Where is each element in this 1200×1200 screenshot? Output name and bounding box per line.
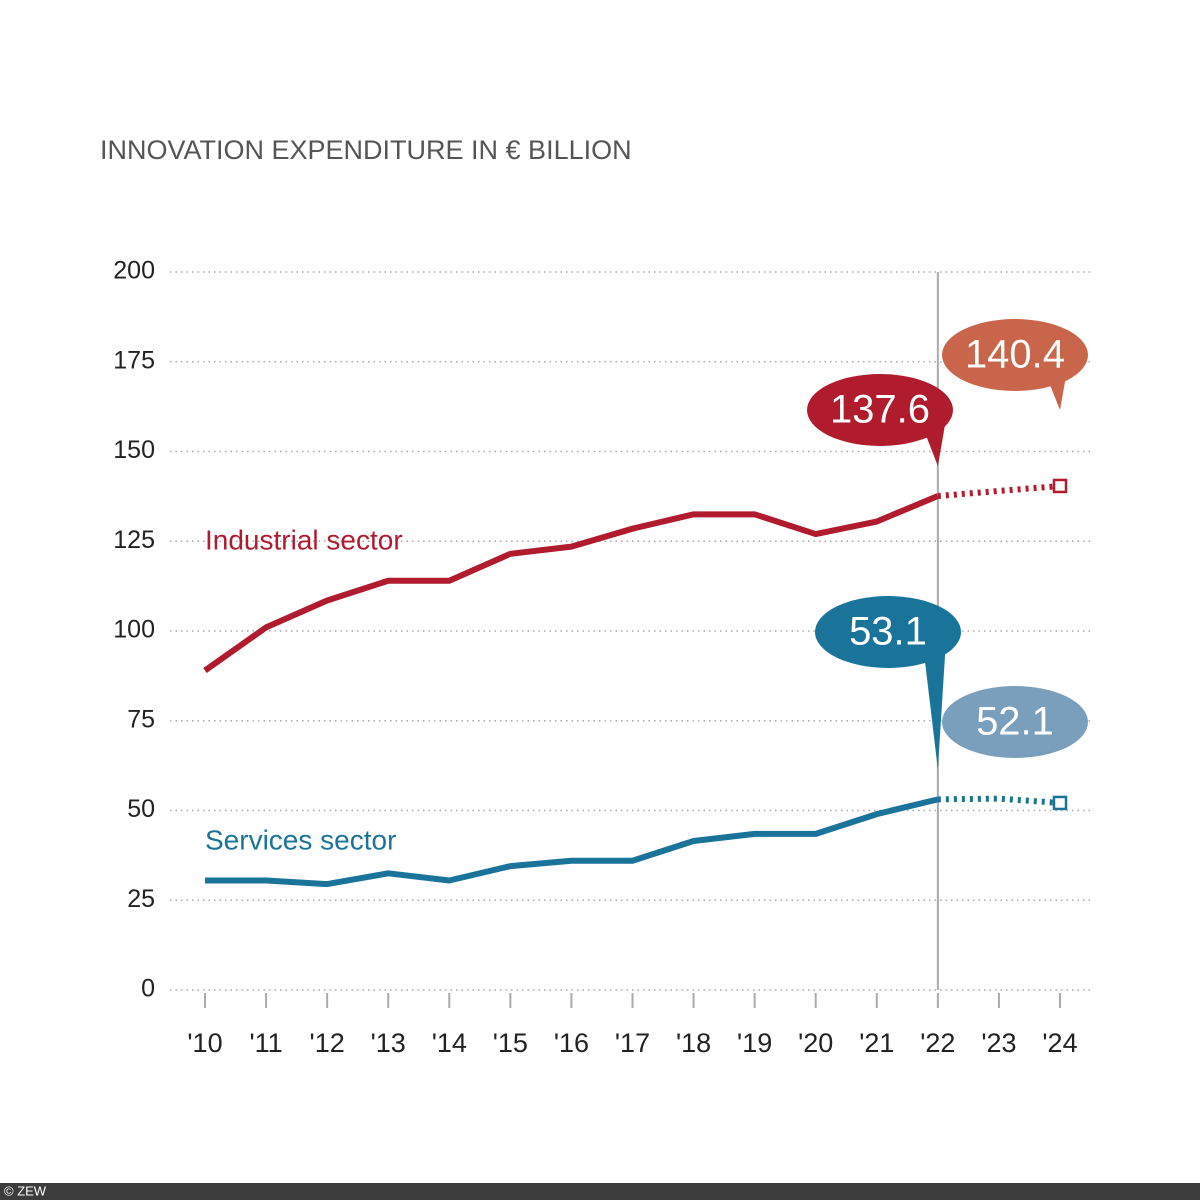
y-tick-label: 0 <box>141 975 155 1003</box>
y-tick-label: 200 <box>113 257 155 285</box>
x-tick-label: '20 <box>798 1028 833 1058</box>
y-tick-label: 50 <box>127 795 155 823</box>
y-tick-label: 100 <box>113 616 155 644</box>
x-tick-label: '21 <box>859 1028 894 1058</box>
y-tick-label: 25 <box>127 885 155 913</box>
footer-bar <box>0 1183 1200 1200</box>
value-label: 140.4 <box>965 333 1065 377</box>
x-tick-label: '17 <box>615 1028 650 1058</box>
y-tick-label: 75 <box>127 705 155 733</box>
callout <box>807 374 953 446</box>
x-tick-label: '16 <box>554 1028 589 1058</box>
x-tick-label: '13 <box>371 1028 406 1058</box>
y-tick-label: 125 <box>113 526 155 554</box>
series-line <box>205 796 939 888</box>
callout-tail <box>923 642 946 770</box>
value-label: 52.1 <box>976 700 1054 744</box>
x-tick-label: '24 <box>1042 1028 1077 1058</box>
value-label: 137.6 <box>830 388 930 432</box>
x-tick-label: '22 <box>920 1028 955 1058</box>
callout <box>815 596 961 668</box>
forecast-line <box>937 482 1061 500</box>
chart-title: INNOVATION EXPENDITURE IN € BILLION <box>100 135 632 165</box>
x-tick-label: '11 <box>249 1028 282 1058</box>
footer: © ZEW <box>4 1183 47 1198</box>
x-tick-label: '18 <box>676 1028 711 1058</box>
value-label: 53.1 <box>849 610 927 654</box>
x-tick-label: '19 <box>737 1028 772 1058</box>
y-tick-label: 175 <box>113 346 155 374</box>
series-label: Industrial sector <box>205 524 403 555</box>
callout <box>942 686 1088 758</box>
series-label: Services sector <box>205 824 396 855</box>
x-tick-label: '10 <box>187 1028 222 1058</box>
x-tick-label: '23 <box>981 1028 1016 1058</box>
forecast-marker <box>1052 795 1068 811</box>
series-line <box>203 493 940 673</box>
x-tick-label: '14 <box>432 1028 467 1058</box>
forecast-line <box>937 795 1061 806</box>
y-tick-label: 150 <box>113 436 155 464</box>
forecast-marker <box>1052 478 1068 494</box>
x-tick-label: '12 <box>310 1028 345 1058</box>
x-tick-label: '15 <box>493 1028 528 1058</box>
callout <box>942 319 1088 391</box>
